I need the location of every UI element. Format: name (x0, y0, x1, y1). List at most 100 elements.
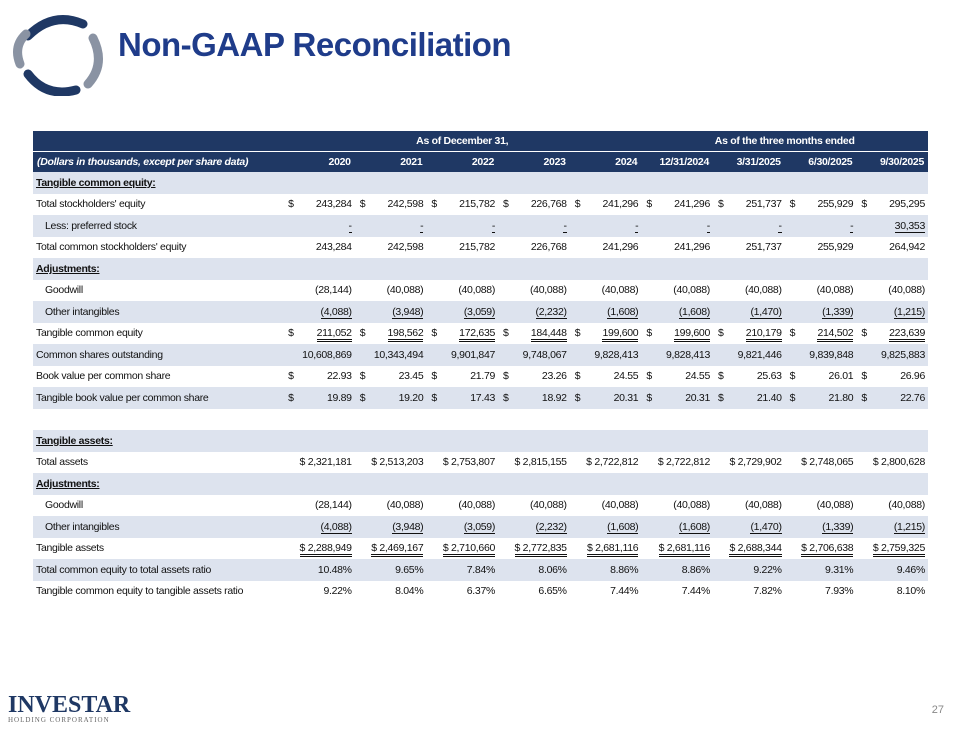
cell-value: 199,600 (602, 327, 639, 343)
cell-value: 25.63 (756, 370, 782, 383)
cell-value: 9.31% (825, 563, 854, 576)
cell: (28,144) (283, 495, 355, 517)
currency-symbol: $ (503, 370, 509, 383)
cell: $19.20 (355, 387, 427, 409)
cell: $ 2,722,812 (570, 452, 642, 474)
cell-value: 241,296 (602, 198, 639, 211)
column-header: 2023 (498, 151, 570, 172)
table-row: Tangible book value per common share $19.… (33, 387, 928, 409)
currency-symbol: $ (288, 327, 294, 340)
cell-value: 26.96 (900, 370, 925, 383)
currency-symbol: $ (789, 370, 796, 383)
cell: 264,942 (856, 237, 928, 259)
cell-value: 7.44% (610, 585, 639, 598)
cell: $243,284 (283, 194, 355, 216)
cell-value: (1,608) (678, 305, 710, 319)
column-header: 9/30/2025 (856, 151, 928, 172)
cell-value: (1,215) (893, 520, 925, 534)
row-label: Other intangibles (33, 516, 283, 538)
cell-value: $ 2,753,807 (442, 456, 496, 469)
table-row: Tangible assets $ 2,288,949 $ 2,469,167 $ 2… (33, 538, 928, 560)
cell: 9.22% (713, 559, 785, 581)
cell: 242,598 (355, 237, 427, 259)
cell: 6.37% (426, 581, 498, 603)
group-header: As of the three months ended (641, 131, 928, 152)
cell-value: 20.31 (613, 391, 639, 404)
footer-logo: INVESTAR HOLDING CORPORATION (8, 692, 130, 724)
cell-value: (2,232) (535, 520, 567, 534)
cell-value: 7.93% (825, 585, 854, 598)
currency-symbol: $ (789, 327, 796, 340)
cell-value: 9.46% (896, 563, 926, 576)
cell-value: $ 2,710,660 (442, 542, 495, 558)
cell: (40,088) (498, 280, 570, 302)
cell-value: $ 2,759,325 (872, 542, 925, 558)
currency-symbol: $ (288, 198, 294, 211)
cell-value: $ 2,469,167 (371, 542, 424, 558)
currency-symbol: $ (288, 391, 294, 404)
header-cell (33, 131, 284, 152)
logo-text: INVESTAR (8, 692, 131, 718)
table-row: Tangible common equity: (33, 172, 928, 194)
cell: (40,088) (570, 495, 642, 517)
cell-value: 255,929 (817, 198, 854, 211)
row-label-text: Total assets (36, 456, 88, 469)
currency-symbol: $ (861, 391, 867, 404)
row-label-text: Tangible common equity: (36, 176, 156, 189)
cell-value: 241,296 (674, 241, 710, 254)
cell-value: 30,353 (894, 219, 925, 233)
cell-value: (40,088) (529, 284, 567, 297)
cell-value: (40,088) (529, 499, 567, 512)
table-row: Total stockholders' equity $243,284 $242,5… (33, 194, 928, 216)
cell-value: (40,088) (458, 499, 496, 512)
currency-symbol: $ (646, 198, 652, 211)
table-row: Other intangibles (4,088) (3,948) (3,059) (2… (33, 516, 928, 538)
logo-mark (13, 15, 103, 96)
cell: 241,296 (641, 237, 713, 259)
cell: $ 2,753,807 (426, 452, 498, 474)
cell-value: 10,608,869 (302, 348, 352, 361)
cell-value: $ 2,722,812 (657, 456, 710, 469)
row-label: Tangible assets: (33, 430, 928, 452)
cell-value: 26.01 (828, 370, 854, 383)
cell-value: 226,768 (530, 241, 567, 254)
table-row: Goodwill (28,144) (40,088) (40,088) (40,088)… (33, 280, 928, 302)
cell: (40,088) (713, 495, 785, 517)
currency-symbol: $ (789, 198, 796, 211)
cell: - (785, 215, 857, 237)
table-row: Book value per common share $22.93 $23.45 $… (33, 366, 928, 388)
cell: 10,343,494 (355, 344, 427, 366)
cell: $210,179 (713, 323, 785, 345)
cell: (40,088) (570, 280, 642, 302)
cell: $24.55 (641, 366, 713, 388)
table-row: Common shares outstanding 10,608,869 10,34… (33, 344, 928, 366)
cell: $21.80 (785, 387, 857, 409)
cell-value: 9,821,446 (737, 348, 782, 361)
row-label-text: Goodwill (45, 499, 83, 512)
cell: $172,635 (426, 323, 498, 345)
cell-value: $ 2,800,628 (872, 456, 925, 469)
cell: 226,768 (498, 237, 570, 259)
cell: $241,296 (570, 194, 642, 216)
cell-value: (3,948) (392, 305, 424, 319)
cell: (40,088) (355, 495, 427, 517)
cell-value: $ 2,513,203 (371, 456, 424, 469)
cell-value: $ 2,681,116 (586, 542, 639, 558)
cell: 7.82% (713, 581, 785, 603)
cell-value: 251,737 (745, 198, 782, 211)
cell: $ 2,815,155 (498, 452, 570, 474)
table-row: Total common stockholders' equity 243,284… (33, 237, 928, 259)
cell: $211,052 (283, 323, 355, 345)
currency-symbol: $ (789, 391, 796, 404)
cell-value: - (850, 219, 854, 233)
cell: (2,232) (498, 301, 570, 323)
logo-subtext: HOLDING CORPORATION (8, 716, 110, 724)
cell-value: $ 2,688,344 (729, 542, 782, 558)
cell-value: (1,470) (750, 520, 782, 534)
column-header: 2021 (354, 151, 427, 172)
cell: 7.44% (570, 581, 642, 603)
cell: $251,737 (713, 194, 785, 216)
cell: - (570, 215, 642, 237)
cell-value: - (491, 219, 496, 233)
table-row: Total assets $ 2,321,181 $ 2,513,203 $ 2,75… (33, 452, 928, 474)
